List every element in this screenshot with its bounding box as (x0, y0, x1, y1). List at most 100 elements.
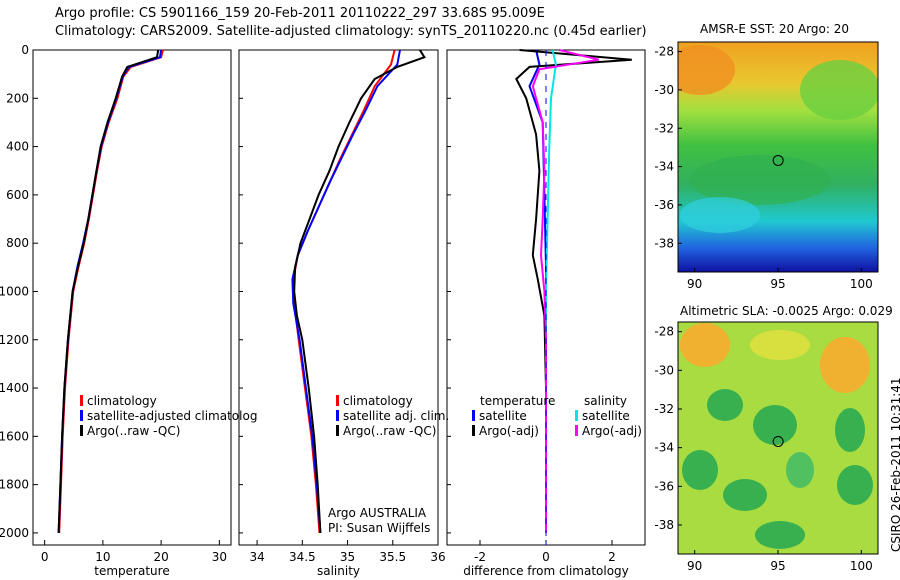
temperature-profile-frame (32, 49, 232, 546)
map-y-tick-label: -32 (654, 121, 674, 135)
temp-legend-swatch (80, 425, 83, 436)
title-line-1: Argo profile: CS 5901166_159 20-Feb-2011… (55, 6, 545, 21)
map-y-tick-label: -32 (654, 402, 674, 416)
x-tick-label: -2 (474, 550, 486, 564)
series-line-argo (293, 49, 426, 533)
map-y-tick-label: -36 (654, 479, 674, 493)
float-position-marker (772, 435, 784, 447)
sal-legend-label: satellite adj. clim. (343, 409, 449, 423)
sla-map-title: Altimetric SLA: -0.0025 Argo: 0.029 (680, 304, 893, 318)
x-axis-label: temperature (94, 564, 169, 578)
diff-legend-temp-label: Argo(-adj) (479, 424, 539, 438)
temp-legend-swatch (80, 410, 83, 421)
y-tick-label: 600 (6, 188, 29, 202)
series-line-salinity-satellite (545, 49, 557, 533)
x-tick-label: 35.5 (379, 550, 406, 564)
y-tick-label: 1600 (0, 429, 29, 443)
sla-patch (707, 389, 743, 421)
x-tick-label: 0 (41, 550, 49, 564)
map-y-tick-label: -34 (654, 160, 674, 174)
credit-label: CSIRO 26-Feb-2011 10:31:41 (889, 377, 900, 552)
x-tick-label: 2 (608, 550, 616, 564)
temp-legend-label: satellite-adjusted climatolog (87, 409, 257, 423)
map-y-tick-label: -28 (654, 325, 674, 339)
x-tick-label: 0 (542, 550, 550, 564)
sst-map-title: AMSR-E SST: 20 Argo: 20 (700, 22, 849, 36)
float-position-marker (772, 154, 784, 166)
temp-legend-label: climatology (87, 394, 157, 408)
sst-patch (800, 60, 878, 120)
sst-patch (690, 155, 830, 205)
diff-legend-sal-label: satellite (582, 409, 630, 423)
series-line-climatology (292, 49, 396, 533)
diff-legend-title: temperature (480, 394, 555, 408)
sla-patch (682, 450, 718, 490)
title-line-2: Climatology: CARS2009. Satellite-adjuste… (55, 24, 647, 39)
x-tick-label: 10 (95, 550, 110, 564)
sla-patch (680, 323, 730, 367)
sal-legend-label: Argo(..raw -QC) (343, 424, 436, 438)
sal-legend-swatch (336, 425, 339, 436)
diff-legend-temp-label: satellite (479, 409, 527, 423)
map-x-tick-label: 100 (850, 559, 873, 573)
sla-map (678, 322, 878, 554)
diff-legend-sal-label: Argo(-adj) (582, 424, 642, 438)
map-x-tick-label: 90 (687, 559, 702, 573)
sal-legend-swatch (336, 410, 339, 421)
series-line-argo (57, 49, 160, 533)
x-tick-label: 35 (340, 550, 355, 564)
x-tick-label: 34.5 (289, 550, 316, 564)
map-x-tick-label: 95 (770, 277, 785, 291)
sal-legend-label: climatology (343, 394, 413, 408)
sst-map (678, 42, 878, 272)
y-tick-label: 800 (6, 236, 29, 250)
series-line-temperature-argo-adj- (515, 49, 632, 533)
diff-legend-temp-swatch (472, 425, 475, 436)
sal-legend-swatch (336, 395, 339, 406)
sla-patch (750, 330, 810, 360)
map-y-tick-label: -34 (654, 441, 674, 455)
sla-patch (723, 479, 767, 511)
sla-patch (786, 452, 814, 488)
x-axis-label: difference from climatology (463, 564, 629, 578)
annotation-line: Argo AUSTRALIA (328, 506, 427, 520)
y-tick-label: 0 (21, 43, 29, 57)
map-x-tick-label: 95 (770, 559, 785, 573)
map-y-tick-label: -38 (654, 236, 674, 250)
annotation-line: PI: Susan Wijffels (328, 521, 430, 535)
x-tick-label: 36 (430, 550, 445, 564)
diff-legend-sal-swatch (575, 410, 578, 421)
y-tick-label: 400 (6, 140, 29, 154)
y-tick-label: 1800 (0, 478, 29, 492)
map-x-tick-label: 90 (687, 277, 702, 291)
diff-legend-title: salinity (584, 394, 627, 408)
x-tick-label: 30 (212, 550, 227, 564)
series-line-satellite (291, 49, 401, 533)
y-tick-label: 200 (6, 91, 29, 105)
y-tick-label: 1200 (0, 333, 29, 347)
sst-patch (678, 45, 735, 95)
map-y-tick-label: -30 (654, 363, 674, 377)
y-tick-label: 2000 (0, 526, 29, 540)
x-tick-label: 34 (249, 550, 264, 564)
series-line-climatology (58, 49, 164, 533)
temp-legend-swatch (80, 395, 83, 406)
y-tick-label: 1000 (0, 284, 29, 298)
series-line-salinity-argo-adj- (531, 49, 600, 533)
sla-patch (753, 405, 797, 445)
diff-legend-sal-swatch (575, 425, 578, 436)
map-y-tick-label: -38 (654, 518, 674, 532)
sla-patch (835, 408, 865, 452)
sla-patch (820, 337, 870, 393)
map-x-tick-label: 100 (850, 277, 873, 291)
sla-patch (755, 521, 805, 549)
salinity-profile-frame (238, 49, 439, 546)
temp-legend-label: Argo(..raw -QC) (87, 424, 180, 438)
x-axis-label: salinity (317, 564, 360, 578)
sla-patch (837, 465, 873, 505)
map-y-tick-label: -28 (654, 45, 674, 59)
map-y-tick-label: -30 (654, 83, 674, 97)
y-tick-label: 1400 (0, 381, 29, 395)
sst-patch (680, 197, 760, 233)
diff-legend-temp-swatch (472, 410, 475, 421)
